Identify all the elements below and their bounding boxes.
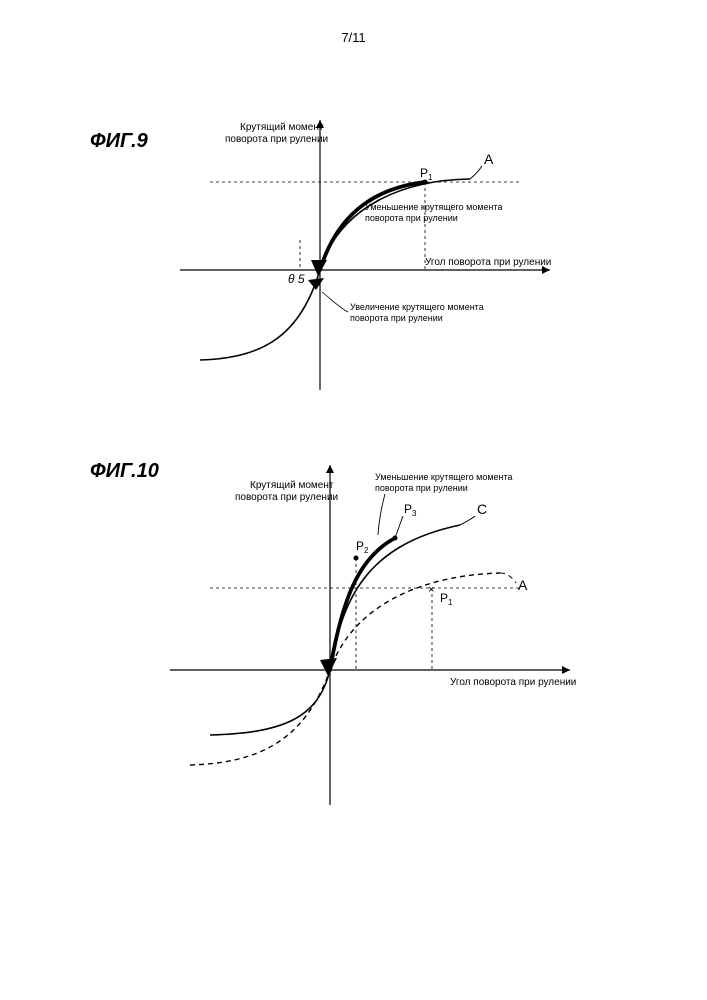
- fig10-p1-sub: 1: [448, 598, 453, 607]
- fig10-label: ФИГ.10: [90, 460, 159, 483]
- fig9-lower-leader: [322, 292, 348, 312]
- fig9-x-label: Угол поворота при рулении: [425, 257, 551, 268]
- fig9-a-leader: [470, 166, 482, 179]
- fig10-a-leader: [500, 573, 516, 583]
- fig10-p3-sub: 3: [412, 509, 417, 518]
- fig10-p3-label: P: [404, 502, 412, 516]
- fig9-annot-lower-1: Увеличение крутящего момента: [350, 302, 484, 312]
- fig9-annot-lower-2: поворота при рулении: [350, 313, 443, 323]
- fig10-curve-c-label: C: [477, 501, 487, 517]
- fig9-p1-label: P: [420, 166, 428, 180]
- fig9-arrow-down2: [308, 278, 324, 290]
- fig10-curve-c: [210, 525, 460, 735]
- fig10-diagram: Крутящий момент поворота при рулении Уго…: [160, 450, 620, 820]
- fig10-p3-leader: [395, 516, 403, 538]
- page: 7/11 ФИГ.9 Крутящий момент поворота при …: [0, 0, 707, 1000]
- fig9-arrow-down: [311, 260, 327, 276]
- fig9-curve-a-thick: [320, 182, 425, 270]
- fig10-annot-1: Уменьшение крутящего момента: [375, 472, 513, 482]
- fig9-curve-a-label: A: [484, 151, 494, 167]
- fig10-curve-a-label: A: [518, 577, 528, 593]
- fig9-label: ФИГ.9: [90, 130, 148, 153]
- fig9-annot-upper-2: поворота при рулении: [365, 213, 458, 223]
- fig10-axes: [170, 465, 570, 805]
- fig10-arrow-down: [320, 658, 337, 676]
- fig9-theta-label: θ 5: [288, 272, 305, 286]
- fig10-annot-2: поворота при рулении: [375, 483, 468, 493]
- fig10-c-leader: [460, 516, 475, 525]
- fig9-annot-upper-1: Уменьшение крутящего момента: [365, 202, 503, 212]
- page-number: 7/11: [0, 30, 707, 45]
- fig9-axes: [180, 120, 550, 390]
- fig9-p1-sub: 1: [428, 173, 433, 182]
- fig10-p1-label: P: [440, 591, 448, 605]
- fig10-p2-label: P: [356, 539, 364, 553]
- fig10-annot-leader: [378, 494, 385, 535]
- fig10-p1-x: ×: [428, 584, 434, 596]
- fig10-p2-sub: 2: [364, 546, 369, 555]
- fig10-x-label: Угол поворота при рулении: [450, 677, 576, 688]
- fig10-y-label-2: поворота при рулении: [235, 492, 338, 503]
- fig9-diagram: Крутящий момент поворота при рулении Уго…: [170, 100, 600, 400]
- fig9-y-label-2: поворота при рулении: [225, 134, 328, 145]
- fig9-y-label-1: Крутящий момент: [240, 122, 324, 133]
- fig10-y-label-1: Крутящий момент: [250, 480, 334, 491]
